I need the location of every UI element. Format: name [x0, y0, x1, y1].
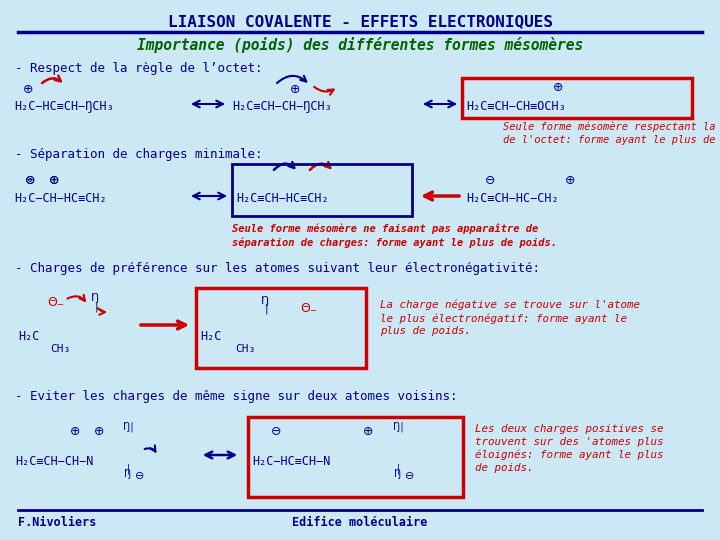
Text: |: |: [264, 304, 268, 314]
Text: Ŋ|: Ŋ|: [122, 422, 133, 433]
Text: H₂C≡CH−CH−N: H₂C≡CH−CH−N: [15, 455, 94, 468]
Text: Ŋ: Ŋ: [261, 296, 269, 306]
Text: H₂C≡CH−CH−ŊCH₃: H₂C≡CH−CH−ŊCH₃: [232, 100, 332, 113]
Text: éloignés: forme ayant le plus: éloignés: forme ayant le plus: [475, 450, 664, 461]
Text: Seule forme mésomère ne faisant pas apparaître de: Seule forme mésomère ne faisant pas appa…: [232, 224, 539, 234]
Text: |: |: [127, 463, 130, 474]
Text: CH₃: CH₃: [235, 344, 256, 354]
Text: Ŋ|: Ŋ|: [392, 422, 403, 433]
Text: Les deux charges positives se: Les deux charges positives se: [475, 424, 664, 434]
Text: −: −: [56, 300, 63, 309]
Text: - Eviter les charges de même signe sur deux atomes voisins:: - Eviter les charges de même signe sur d…: [15, 390, 457, 403]
Text: le plus électronégatif: forme ayant le: le plus électronégatif: forme ayant le: [380, 313, 627, 323]
Text: Seule forme mésomère respectant la règle: Seule forme mésomère respectant la règle: [503, 122, 720, 132]
Text: ⊖: ⊖: [271, 425, 282, 438]
Text: La charge négative se trouve sur l'atome: La charge négative se trouve sur l'atome: [380, 300, 640, 310]
Text: Ŋ: Ŋ: [395, 469, 402, 479]
Text: ⊖: ⊖: [24, 174, 35, 187]
Text: H₂C≡CH−HC≡CH₂: H₂C≡CH−HC≡CH₂: [236, 192, 328, 205]
Text: Ŋ: Ŋ: [125, 469, 132, 479]
Text: ⊕: ⊕: [289, 83, 300, 96]
Text: LIAISON COVALENTE - EFFETS ELECTRONIQUES: LIAISON COVALENTE - EFFETS ELECTRONIQUES: [168, 14, 552, 29]
Text: H₂C: H₂C: [18, 330, 40, 343]
Text: ⊕: ⊕: [49, 174, 59, 187]
Text: H₂C−HC≡CH−N: H₂C−HC≡CH−N: [252, 455, 330, 468]
Text: |: |: [94, 301, 98, 312]
Text: plus de poids.: plus de poids.: [380, 326, 471, 336]
Text: ⊕: ⊕: [49, 174, 59, 187]
Text: - Séparation de charges minimale:: - Séparation de charges minimale:: [15, 148, 263, 161]
Text: trouvent sur des 'atomes plus: trouvent sur des 'atomes plus: [475, 437, 664, 447]
Text: Ŋ: Ŋ: [91, 293, 99, 303]
Text: ⊖: ⊖: [405, 471, 415, 481]
Text: - Charges de préférence sur les atomes suivant leur électronégativité:: - Charges de préférence sur les atomes s…: [15, 262, 540, 275]
Text: H₂C≡CH−CH≡OCH₃: H₂C≡CH−CH≡OCH₃: [466, 100, 566, 113]
Text: Θ: Θ: [47, 296, 57, 309]
Text: - Respect de la règle de l’octet:: - Respect de la règle de l’octet:: [15, 62, 263, 75]
Bar: [196, 288, 366, 368]
Text: ⊕: ⊕: [363, 425, 373, 438]
Text: ⊕: ⊕: [70, 425, 80, 438]
Text: ⊕: ⊕: [564, 174, 575, 187]
Text: de poids.: de poids.: [475, 463, 534, 473]
Bar: [232, 164, 412, 216]
Text: ⊕: ⊕: [94, 425, 104, 438]
Text: Edifice moléculaire: Edifice moléculaire: [292, 516, 428, 529]
Text: Θ: Θ: [300, 302, 310, 315]
Text: F.Nivoliers: F.Nivoliers: [18, 516, 96, 529]
Text: ⊖: ⊖: [135, 471, 145, 481]
Text: Importance (poids) des différentes formes mésomères: Importance (poids) des différentes forme…: [137, 37, 583, 53]
Text: de l'octet: forme ayant le plus de poids.: de l'octet: forme ayant le plus de poids…: [503, 135, 720, 145]
Text: H₂C−HC≡CH−ŊCH₃: H₂C−HC≡CH−ŊCH₃: [14, 100, 114, 113]
Text: |: |: [397, 463, 400, 474]
Text: −: −: [309, 306, 316, 315]
Text: ⊚: ⊚: [24, 174, 35, 187]
Text: ⊖: ⊖: [485, 174, 495, 187]
Text: séparation de charges: forme ayant le plus de poids.: séparation de charges: forme ayant le pl…: [232, 237, 557, 247]
Text: H₂C−CH−HC≡CH₂: H₂C−CH−HC≡CH₂: [14, 192, 107, 205]
Text: CH₃: CH₃: [50, 344, 71, 354]
Text: H₂C≡CH−HC−CH₂: H₂C≡CH−HC−CH₂: [466, 192, 559, 205]
Bar: [248, 417, 463, 497]
Text: H₂C: H₂C: [200, 330, 221, 343]
Text: ⊕: ⊕: [23, 83, 33, 96]
Bar: [462, 78, 692, 118]
Text: ⊕: ⊕: [553, 81, 563, 94]
